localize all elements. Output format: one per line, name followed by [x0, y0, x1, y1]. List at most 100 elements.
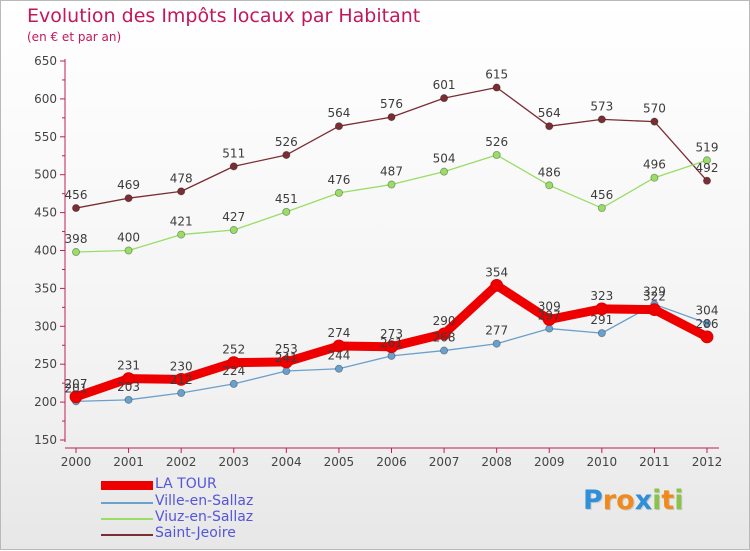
data-point: [122, 372, 135, 386]
data-point: [703, 176, 712, 185]
x-tick-label: 2006: [376, 455, 407, 469]
data-point: [703, 156, 712, 165]
data-label: 241: [275, 351, 298, 365]
y-tick-label: 150: [34, 433, 57, 447]
data-point: [282, 150, 291, 159]
legend-label: LA TOUR: [155, 476, 217, 492]
y-tick-label: 400: [34, 244, 57, 258]
data-point: [69, 390, 83, 404]
data-point: [545, 122, 554, 131]
data-label: 268: [433, 331, 456, 345]
data-label: 427: [222, 210, 245, 224]
y-tick-label: 550: [34, 130, 57, 144]
proxiti-logo: Proxiti: [583, 485, 684, 516]
logo-letter: o: [616, 485, 635, 516]
data-label: 252: [222, 343, 245, 357]
chart-title: Evolution des Impôts locaux par Habitant: [27, 5, 421, 27]
legend-label: Saint-Jeoire: [155, 525, 236, 541]
data-point: [648, 303, 661, 317]
data-label: 492: [696, 161, 719, 175]
data-point: [650, 117, 659, 126]
data-point: [177, 389, 186, 398]
data-label: 354: [485, 265, 508, 279]
y-tick-label: 500: [34, 168, 57, 182]
data-label: 286: [696, 317, 719, 331]
data-label: 496: [643, 158, 666, 172]
data-label: 570: [643, 102, 666, 116]
data-point: [227, 356, 241, 370]
y-tick-label: 250: [34, 357, 57, 371]
data-label: 476: [327, 173, 350, 187]
data-point: [385, 340, 398, 354]
y-tick-label: 350: [34, 281, 57, 295]
data-point: [542, 313, 556, 326]
y-tick-label: 300: [34, 319, 57, 333]
data-point: [440, 167, 449, 176]
data-point: [279, 355, 293, 369]
y-tick-label: 200: [34, 395, 57, 409]
data-label: 451: [275, 192, 298, 206]
data-point: [595, 302, 609, 316]
data-point: [650, 173, 659, 182]
data-point: [437, 327, 451, 341]
legend-swatch: [101, 517, 153, 520]
data-point: [490, 278, 504, 292]
data-label: 212: [170, 373, 193, 387]
data-point: [492, 150, 501, 159]
data-point: [72, 204, 81, 213]
legend-swatch: [101, 533, 153, 536]
data-point: [282, 367, 291, 376]
data-point: [597, 115, 606, 124]
x-tick-label: 2008: [481, 455, 512, 469]
data-point: [177, 187, 186, 196]
y-tick-label: 650: [34, 54, 57, 68]
x-tick-label: 2010: [587, 455, 618, 469]
data-label: 277: [485, 324, 508, 338]
legend-swatch: [101, 481, 153, 490]
data-label: 487: [380, 165, 403, 179]
data-point: [229, 379, 238, 388]
data-point: [334, 364, 343, 373]
data-point: [597, 329, 606, 338]
data-label: 469: [117, 178, 140, 192]
data-label: 304: [696, 303, 719, 317]
data-point: [440, 346, 449, 355]
data-label: 421: [170, 215, 193, 229]
x-tick-label: 2009: [534, 455, 565, 469]
logo-letter: i: [652, 485, 662, 516]
logo-letter: x: [634, 485, 653, 516]
data-label: 576: [380, 97, 403, 111]
data-label: 526: [485, 135, 508, 149]
data-label: 273: [380, 327, 403, 341]
data-label: 398: [65, 232, 88, 246]
logo-letter: i: [674, 485, 684, 516]
data-point: [492, 83, 501, 92]
data-label: 274: [327, 326, 350, 340]
data-label: 478: [170, 171, 193, 185]
data-point: [124, 395, 133, 404]
data-point: [124, 194, 133, 203]
data-point: [72, 248, 81, 257]
data-point: [334, 188, 343, 197]
x-tick-label: 2011: [639, 455, 670, 469]
data-label: 400: [117, 231, 140, 245]
data-point: [282, 207, 291, 216]
data-label: 504: [433, 152, 456, 166]
x-tick-label: 2007: [429, 455, 460, 469]
data-label: 253: [275, 342, 298, 356]
y-tick-label: 600: [34, 92, 57, 106]
data-point: [229, 226, 238, 235]
data-label: 261: [380, 336, 403, 350]
legend-label: Viuz-en-Sallaz: [155, 509, 254, 525]
data-point: [387, 180, 396, 189]
data-label: 201: [65, 381, 88, 395]
legend-label: Ville-en-Sallaz: [155, 493, 254, 509]
legend-swatch: [101, 501, 153, 504]
logo-letter: t: [661, 485, 675, 516]
logo-letter: r: [602, 485, 617, 516]
data-label: 511: [222, 146, 245, 160]
data-point: [440, 94, 449, 103]
data-label: 291: [590, 313, 613, 327]
data-point: [545, 181, 554, 190]
